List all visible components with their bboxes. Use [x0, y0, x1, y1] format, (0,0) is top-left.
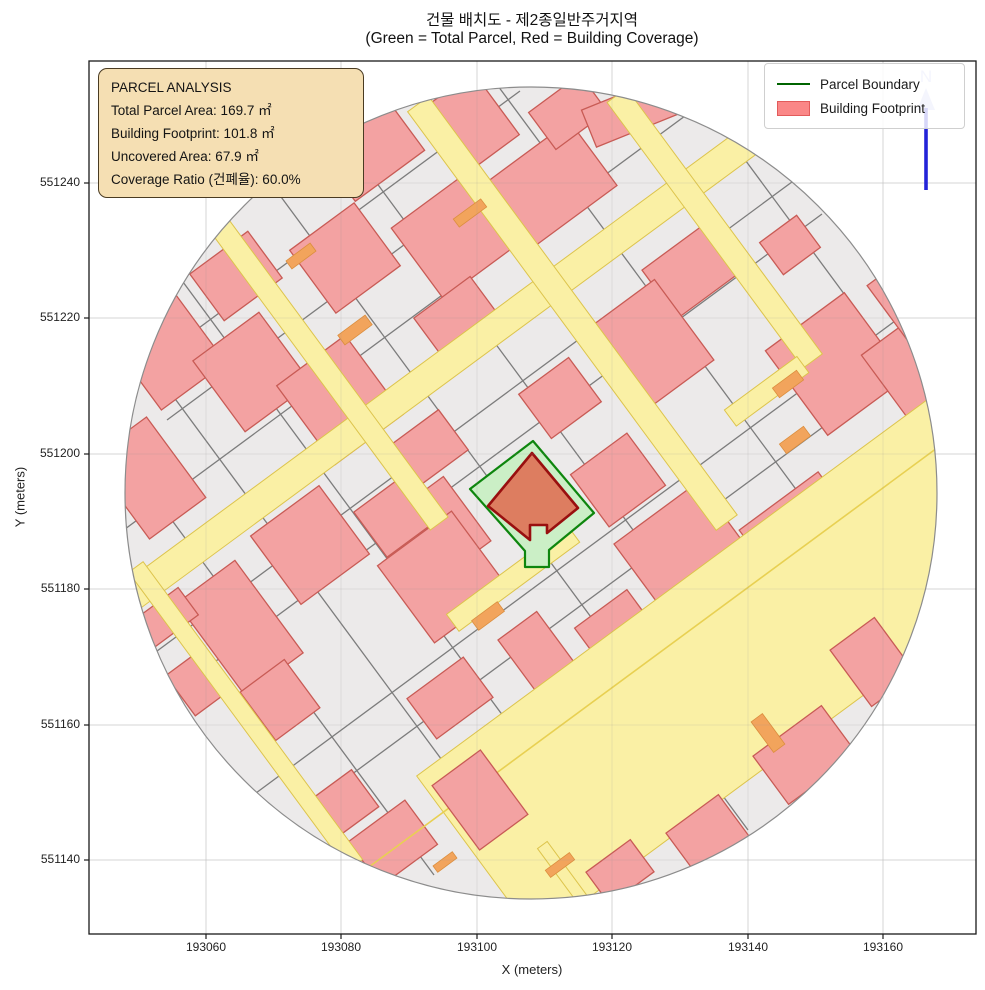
legend-label: Building Footprint: [820, 100, 926, 116]
building-polygon: [191, 311, 313, 433]
info-title: PARCEL ANALYSIS: [111, 80, 232, 95]
edge-building-polygons: [431, 616, 917, 899]
y-tick-label: 551180: [40, 581, 80, 595]
avenue-centerline: [330, 419, 937, 896]
orange-accent: [452, 198, 488, 228]
y-tick-label: 551140: [40, 852, 80, 866]
building-polygon: [249, 484, 371, 606]
target-building-footprint: [486, 451, 580, 542]
x-axis-label: X (meters): [501, 962, 563, 977]
orange-accent: [750, 713, 786, 753]
y-tick-label: 551240: [39, 175, 80, 189]
orange-accent-polygons: [285, 198, 812, 879]
building-polygon: [517, 356, 603, 440]
orange-accent: [285, 242, 317, 270]
parcel-analysis-box: PARCEL ANALYSIS Total Parcel Area: 169.7…: [98, 68, 364, 198]
building-polygon: [125, 265, 227, 411]
info-uncovered-area: Uncovered Area: 67.9 ㎡: [111, 149, 259, 164]
page-subtitle: (Green = Total Parcel, Red = Building Co…: [365, 30, 699, 47]
building-polygon: [239, 658, 321, 742]
building-polygon: [431, 749, 529, 851]
building-polygon: [288, 201, 402, 315]
orange-accent: [337, 314, 373, 346]
x-tick-label: 193060: [185, 940, 227, 954]
y-tick-label: 551160: [40, 717, 80, 731]
building-polygon: [406, 656, 494, 740]
info-building-footprint: Building Footprint: 101.8 ㎡: [111, 126, 275, 141]
building-polygon: [527, 87, 609, 151]
legend: Parcel Boundary Building Footprint: [764, 63, 965, 129]
x-tick-label: 193100: [456, 940, 498, 954]
road-polygon: [416, 359, 937, 899]
legend-item-building-footprint: Building Footprint: [777, 96, 954, 120]
info-coverage-ratio: Coverage Ratio (건폐율): 60.0%: [111, 172, 301, 187]
orange-accent: [432, 851, 458, 873]
building-footprint-patch-swatch: [777, 100, 810, 116]
axes-spines: [88, 60, 977, 935]
parcel-boundary-line-swatch: [777, 83, 810, 85]
building-polygon: [188, 230, 284, 322]
orange-accent: [544, 851, 576, 879]
y-tick-label: 551200: [39, 446, 80, 460]
y-tick-label: 551220: [39, 310, 80, 324]
orange-accent: [778, 425, 812, 455]
legend-label: Parcel Boundary: [820, 76, 920, 92]
x-tick-label: 193120: [591, 940, 633, 954]
tick-marks: [84, 182, 884, 939]
building-polygon: [569, 432, 667, 528]
x-tick-label: 193140: [727, 940, 769, 954]
gridlines-overlay: [89, 61, 976, 934]
buffer-circle-outline: [124, 86, 938, 900]
building-polygon: [125, 416, 207, 540]
orange-accent: [471, 601, 505, 631]
orange-accent: [771, 369, 805, 399]
building-polygon: [758, 214, 822, 276]
road-polygons: [125, 87, 937, 899]
info-total-parcel-area: Total Parcel Area: 169.7 ㎡: [111, 103, 272, 118]
y-axis-label: Y (meters): [12, 466, 28, 528]
x-tick-label: 193080: [320, 940, 362, 954]
road-polygon: [723, 355, 810, 427]
legend-item-parcel-boundary: Parcel Boundary: [777, 72, 954, 96]
page-title: 건물 배치도 - 제2종일반주거지역: [425, 12, 639, 29]
x-tick-label: 193160: [862, 940, 904, 954]
